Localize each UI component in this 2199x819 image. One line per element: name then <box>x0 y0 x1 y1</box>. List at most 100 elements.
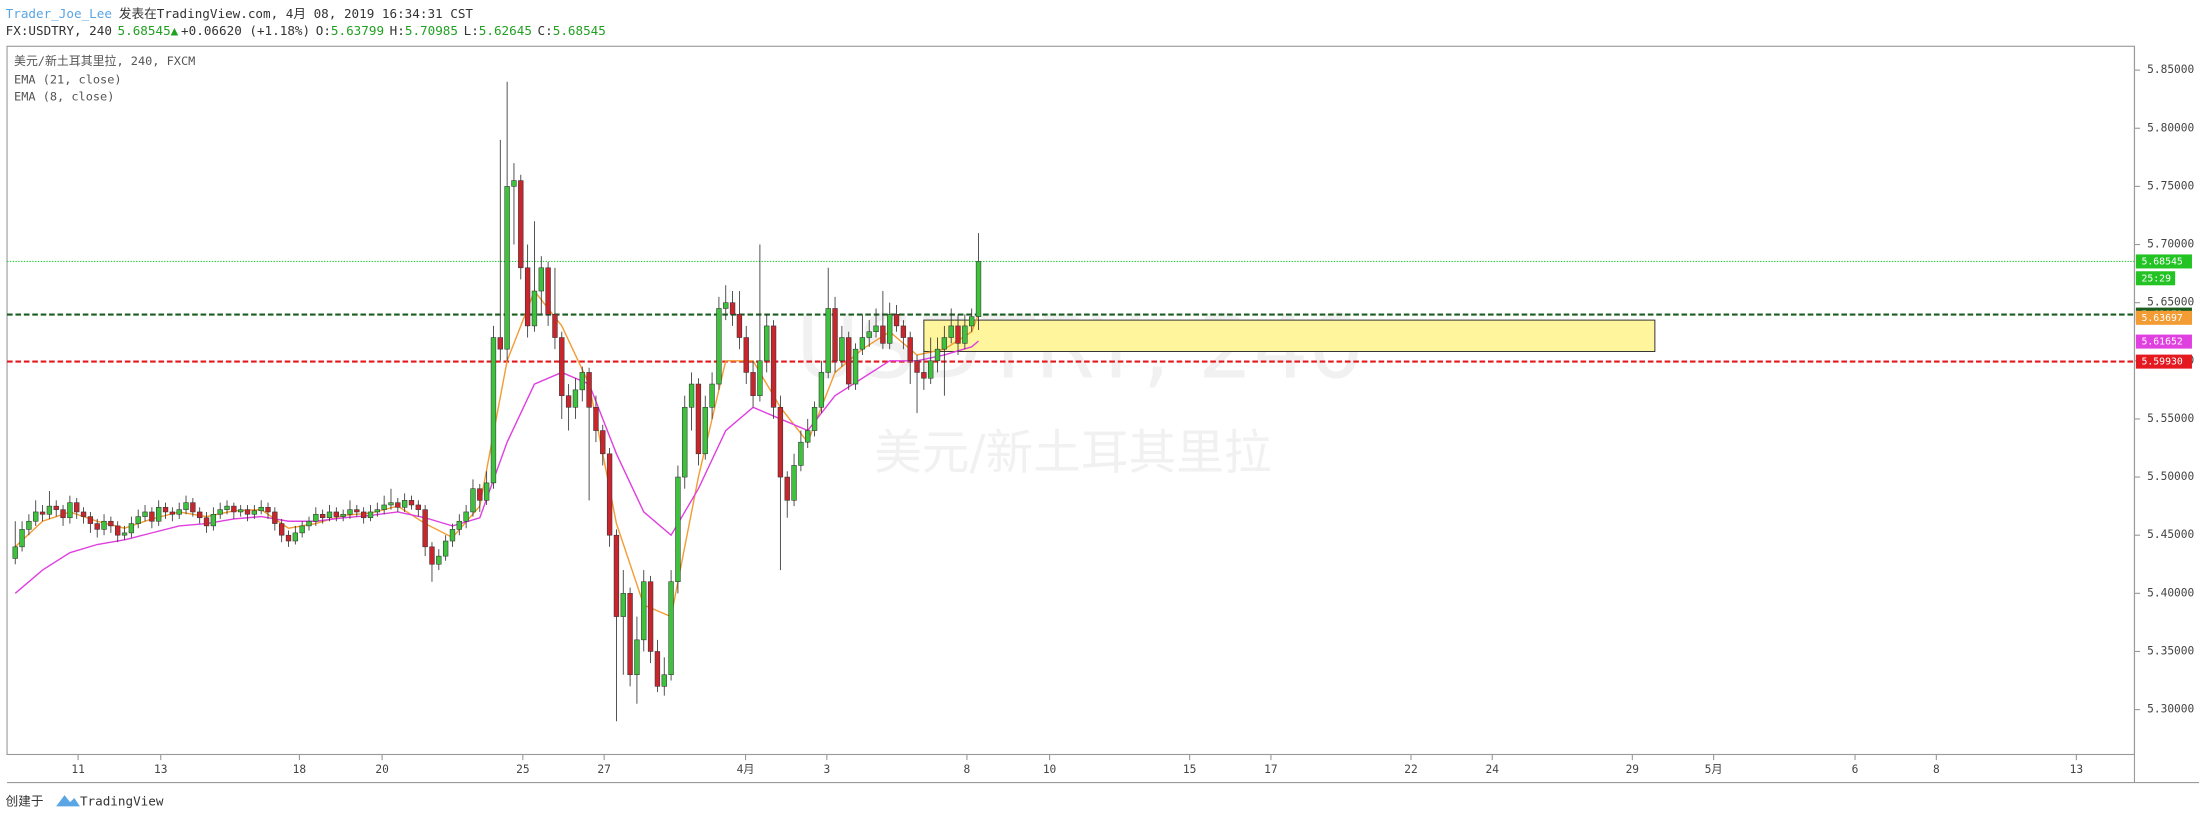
candle-body <box>395 502 401 508</box>
y-tick-label: 5.35000 <box>2147 644 2194 657</box>
candle-body <box>224 505 230 510</box>
footer-brand[interactable]: TradingView <box>80 794 164 809</box>
x-tick-label: 24 <box>1486 763 1500 776</box>
candle-body <box>285 534 292 542</box>
x-tick-label: 11 <box>71 763 85 776</box>
candle-body <box>470 488 476 513</box>
candle-body <box>559 337 565 396</box>
candle-body <box>422 509 428 548</box>
x-tick-label: 13 <box>2070 763 2084 776</box>
x-tick-label: 15 <box>1183 763 1197 776</box>
candle-body <box>969 316 975 327</box>
candle-body <box>333 511 339 517</box>
candle-body <box>463 511 469 522</box>
candle-body <box>326 511 333 519</box>
candle-body <box>791 465 797 501</box>
published: 发表在TradingView.com, 4月 08, 2019 16:34:31… <box>119 6 474 21</box>
candle-body <box>108 520 114 527</box>
symbol: FX:USDTRY, 240 <box>6 22 112 37</box>
candle-body <box>80 511 87 517</box>
zone-box <box>923 319 1656 352</box>
candle-body <box>900 325 907 338</box>
candle-body <box>948 325 954 338</box>
y-tick-label: 5.75000 <box>2147 179 2194 192</box>
candle-body <box>53 505 59 510</box>
candle-body <box>299 525 305 534</box>
price-label-box <box>2135 334 2192 349</box>
legend-entry: EMA (21, close) <box>14 72 122 86</box>
candle-body <box>675 476 681 582</box>
candle-body <box>388 502 394 506</box>
candle-body <box>859 337 866 350</box>
candle-body <box>893 314 900 327</box>
x-tick-label: 8 <box>1933 763 1940 776</box>
candle-body <box>483 482 490 501</box>
candle-body <box>873 325 879 333</box>
y-tick-label: 5.40000 <box>2147 586 2194 599</box>
candle-body <box>736 314 743 338</box>
candle-body <box>729 302 736 315</box>
last-price: 5.68545 <box>118 22 171 37</box>
candle-body <box>156 507 162 522</box>
candle-body <box>866 331 872 338</box>
candle-body <box>620 593 626 617</box>
ohlc-value: 5.68545 <box>553 22 606 37</box>
candle-body <box>887 314 893 344</box>
author[interactable]: Trader_Joe_Lee <box>6 6 112 21</box>
candle-body <box>415 504 421 510</box>
y-tick-label: 5.65000 <box>2147 296 2194 309</box>
footer-text: 创建于 <box>6 794 44 809</box>
y-tick-label: 5.50000 <box>2147 470 2194 483</box>
candle-body <box>265 507 271 513</box>
candle-body <box>135 516 141 524</box>
price-label: 5.68545 <box>2141 256 2182 267</box>
candle-body <box>60 509 66 519</box>
x-tick-label: 8 <box>964 763 971 776</box>
candle-body <box>33 511 39 522</box>
countdown-box <box>2135 271 2176 286</box>
candle-body <box>593 407 599 431</box>
candle-body <box>702 407 708 455</box>
y-tick-label: 5.45000 <box>2147 528 2194 541</box>
candle-body <box>504 186 510 350</box>
candle-body <box>210 513 217 527</box>
candle-body <box>381 504 387 510</box>
price-label-box <box>2135 310 2192 325</box>
candle-body <box>839 337 845 362</box>
candle-body <box>340 513 346 517</box>
candle-body <box>449 529 456 542</box>
y-tick-label: 5.55000 <box>2147 412 2194 425</box>
candle-body <box>197 511 203 519</box>
footer-logo <box>56 795 80 807</box>
candle-body <box>183 502 189 510</box>
ohlc-key: O: <box>316 22 331 37</box>
candle-body <box>347 509 353 515</box>
x-tick-label: 25 <box>516 763 530 776</box>
candle-body <box>217 509 223 515</box>
price-label-box <box>2135 354 2192 369</box>
x-tick-label: 4月 <box>737 763 755 776</box>
ema-line <box>14 340 979 594</box>
candle-body <box>511 180 517 187</box>
candle-body <box>654 651 661 687</box>
candle-body <box>716 308 722 385</box>
candle-body <box>688 383 695 408</box>
header-line-2: FX:USDTRY, 240 5.68545▲ +0.06620 (+1.18%) O… <box>6 22 606 37</box>
candle-body <box>251 510 258 515</box>
candle-body <box>272 511 278 524</box>
candle-body <box>695 383 702 455</box>
candle-body <box>408 500 415 506</box>
price-label: 5.61652 <box>2141 337 2182 348</box>
candle-body <box>627 593 633 676</box>
y-tick-label: 5.85000 <box>2147 63 2194 76</box>
candle-body <box>750 372 756 396</box>
candle-body <box>74 502 80 513</box>
candle-body <box>634 639 640 676</box>
candle-body <box>401 500 408 508</box>
candle-body <box>743 337 749 373</box>
candle-body <box>572 389 579 408</box>
x-tick-label: 13 <box>154 763 168 776</box>
candle-body <box>586 372 592 408</box>
candle-body <box>764 325 770 362</box>
